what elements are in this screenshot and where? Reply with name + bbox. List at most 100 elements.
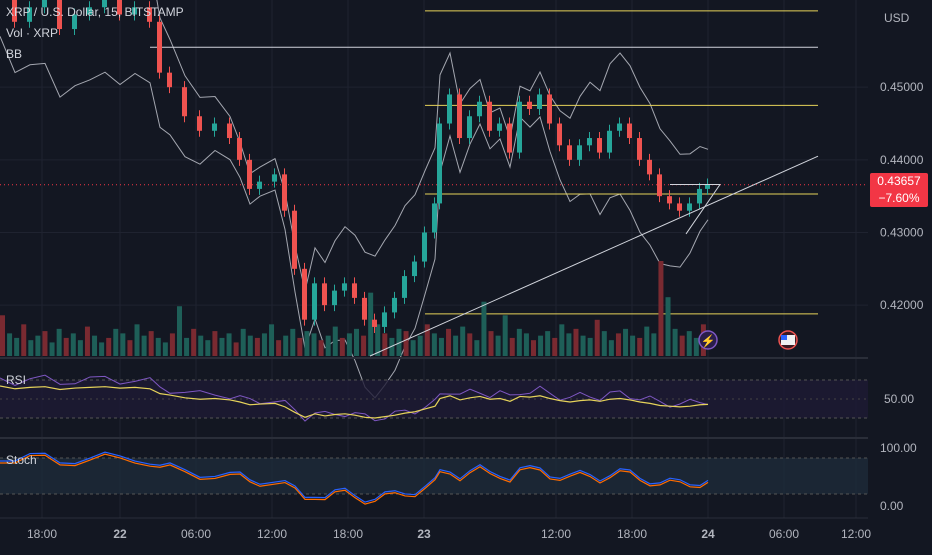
volume-bar <box>672 328 678 356</box>
volume-bar <box>665 297 671 356</box>
candle-body <box>617 123 622 131</box>
volume-bar <box>488 331 494 356</box>
volume-bar <box>354 328 359 356</box>
volume-bar <box>233 342 239 356</box>
volume-bar <box>318 340 324 356</box>
candle-body <box>182 87 187 117</box>
volume-bar <box>148 331 154 356</box>
candle-body <box>302 268 307 320</box>
candle-body <box>57 0 62 30</box>
volume-bar <box>637 337 643 356</box>
candle-body <box>197 116 202 131</box>
volume-bar <box>516 328 522 356</box>
time-tick-label: 18:00 <box>333 527 363 541</box>
volume-bar <box>601 331 607 356</box>
volume-bar <box>375 324 381 356</box>
symbol-title[interactable]: XRP / U.S. Dollar, 15, BITSTAMP <box>6 5 184 19</box>
time-tick-label: 12:00 <box>257 527 287 541</box>
volume-bar <box>7 333 13 356</box>
volume-bar <box>658 261 664 356</box>
main-pane-bg <box>0 0 868 356</box>
candle-body <box>372 319 377 327</box>
bollinger-bands <box>0 0 709 399</box>
candle-body <box>507 123 512 153</box>
volume-bar <box>141 335 147 356</box>
volume-bar <box>509 337 515 356</box>
volume-bar <box>99 342 105 356</box>
candle-body <box>647 159 652 175</box>
volume-bar <box>261 333 267 356</box>
candle-body <box>547 94 552 124</box>
price-tick-label: 0.45000 <box>880 80 924 94</box>
price-candles <box>12 0 710 333</box>
candle-body <box>517 101 522 153</box>
candle-body <box>257 181 262 189</box>
volume-bar <box>92 335 98 356</box>
time-tick-label: 18:00 <box>27 527 57 541</box>
volume-bar <box>134 324 140 356</box>
current-price-badge: 0.43657 −7.60% <box>870 172 928 207</box>
time-tick-label: 12:00 <box>541 527 571 541</box>
volume-bar <box>481 301 487 356</box>
candle-body <box>607 130 612 153</box>
candle-body <box>637 138 642 160</box>
indicator-volume-label[interactable]: Vol · XRP <box>6 26 59 40</box>
volume-bar <box>615 333 621 356</box>
volume-bar <box>120 333 126 356</box>
volume-bar <box>113 328 119 356</box>
rsi-ma-line <box>0 385 709 419</box>
candle-body <box>272 174 277 182</box>
volume-bar <box>396 328 402 356</box>
candle-body <box>457 94 462 139</box>
price-axis-bg <box>868 0 932 550</box>
candle-body <box>577 145 582 160</box>
time-tick-label: 24 <box>701 527 715 541</box>
candle-body <box>237 138 242 160</box>
volume-bar <box>226 333 232 356</box>
volume-bar <box>523 333 529 356</box>
volume-bar <box>332 326 338 356</box>
volume-bar <box>283 335 289 356</box>
candle-body <box>487 101 492 131</box>
event-icons[interactable]: ⚡ <box>698 330 798 350</box>
time-tick-label: 22 <box>113 527 127 541</box>
volume-bar <box>155 337 161 356</box>
volume-bar <box>70 333 76 356</box>
lightning-event-icon <box>698 330 718 350</box>
candle-body <box>322 283 327 306</box>
candle-body <box>382 312 387 327</box>
volume-bar <box>538 335 544 356</box>
candle-body <box>12 0 17 22</box>
time-tick-label: 06:00 <box>181 527 211 541</box>
currency-label: USD <box>884 11 910 25</box>
volume-bar <box>623 328 629 356</box>
volume-bar <box>346 333 352 356</box>
candle-body <box>27 7 32 22</box>
volume-bar <box>502 315 508 356</box>
volume-bar <box>403 331 409 356</box>
volume-bar <box>566 333 572 356</box>
candle-body <box>687 203 692 211</box>
volume-bar <box>587 337 593 356</box>
price-tick-label: 0.44000 <box>880 153 924 167</box>
candle-body <box>352 283 357 298</box>
candle-body <box>477 101 482 117</box>
volume-bar <box>559 324 565 356</box>
candle-body <box>117 0 122 15</box>
volume-bar <box>63 337 69 356</box>
candle-body <box>557 123 562 146</box>
candle-body <box>342 283 347 291</box>
indicator-bb-label[interactable]: BB <box>6 47 23 61</box>
candle-body <box>227 123 232 139</box>
volume-bar <box>686 331 692 356</box>
time-tick-label: 06:00 <box>769 527 799 541</box>
volume-bar <box>531 340 536 356</box>
volume-bar <box>630 335 636 356</box>
price-tick-label: 0.42000 <box>880 298 924 312</box>
volume-bar <box>254 337 260 356</box>
candle-body <box>402 276 407 298</box>
volume-bar <box>651 333 657 356</box>
bb-lower-band <box>0 36 709 399</box>
